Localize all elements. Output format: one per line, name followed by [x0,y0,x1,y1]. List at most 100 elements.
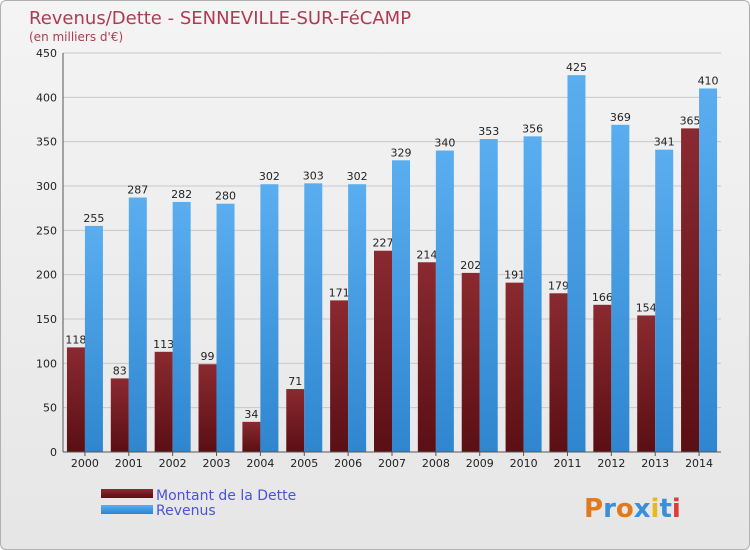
y-tick-label: 50 [43,402,57,415]
logo-letter: x [634,494,651,524]
y-tick-label: 250 [36,224,57,237]
legend-swatch-dette [101,489,153,498]
y-tick-label: 450 [36,47,57,60]
data-label-dette: 113 [153,338,174,351]
bar-dette [330,300,349,452]
bar-dette [286,389,305,452]
logo-letter: o [616,494,634,524]
bar-revenus [84,225,103,452]
bar-revenus [392,160,410,452]
y-tick-label: 0 [50,446,57,459]
bar-revenus [260,184,279,452]
bar-dette [593,304,612,452]
x-tick-label: 2014 [685,457,713,470]
bar-revenus [304,183,323,452]
bar-dette [461,272,480,452]
x-tick-label: 2012 [597,457,625,470]
bar-dette [110,378,129,452]
bar-revenus [699,88,718,452]
data-label-dette: 154 [636,301,657,314]
bar-revenus [216,203,235,452]
bar-dette [637,315,656,452]
bar-revenus [479,139,498,453]
axes: 0 50 100 150 200 250 300 350 400 450 2000 2001 2002 2… [36,47,721,470]
data-label-revenus: 356 [522,122,543,135]
data-label-dette: 191 [504,269,525,282]
legend-label-dette: Montant de la Dette [156,488,296,504]
bar-dette [198,364,217,452]
data-label-dette: 179 [548,279,569,292]
x-tick-label: 2009 [466,457,494,470]
y-tick-label: 300 [36,180,57,193]
bar-dette [505,282,524,452]
bar-revenus [523,136,542,452]
data-label-revenus: 341 [654,136,675,149]
bar-dette [549,293,568,452]
data-label-dette: 202 [460,259,481,272]
data-label-revenus: 410 [698,74,719,87]
y-tick-label: 150 [36,313,57,326]
y-tick-label: 400 [36,91,57,104]
data-label-dette: 171 [329,286,350,299]
bar-dette [66,347,85,452]
bar-revenus [655,149,674,452]
bar-dette [154,351,173,452]
data-label-dette: 83 [113,364,127,377]
data-label-revenus: 353 [478,125,499,138]
data-label-revenus: 329 [391,146,412,159]
x-tick-label: 2004 [246,457,274,470]
x-tick-label: 2007 [378,457,406,470]
data-label-revenus: 282 [171,188,192,201]
x-tick-label: 2013 [641,457,669,470]
bars: 118 255 83 287 113 282 99 280 34 302 71 303 171 302 22… [65,61,719,453]
x-tick-label: 2008 [422,457,450,470]
x-tick-label: 2000 [71,457,99,470]
data-label-revenus: 280 [215,190,236,203]
legend-swatch-revenus [101,505,153,514]
y-tick-label: 200 [36,269,57,282]
data-label-dette: 118 [65,333,86,346]
proxiti-logo: Proxiti [584,494,681,524]
bar-revenus [611,124,630,452]
bar-dette [242,421,261,452]
logo-letter: P [584,494,603,524]
data-label-dette: 166 [592,291,613,304]
data-label-revenus: 302 [347,170,368,183]
y-tick-label: 350 [36,136,57,149]
chart-subtitle: (en milliers d'€) [29,30,123,44]
data-label-dette: 214 [416,248,437,261]
data-label-revenus: 302 [259,170,280,183]
data-label-revenus: 303 [303,169,324,182]
bar-revenus [172,201,191,452]
data-label-dette: 99 [201,350,215,363]
legend-label-revenus: Revenus [156,503,216,519]
bar-revenus [128,197,147,452]
x-tick-label: 2010 [510,457,538,470]
x-tick-label: 2005 [290,457,318,470]
logo-letter: r [603,494,616,524]
data-label-dette: 227 [373,237,394,250]
x-tick-label: 2006 [334,457,362,470]
data-label-dette: 34 [244,408,258,421]
bar-dette [681,128,700,452]
data-label-revenus: 369 [610,111,631,124]
data-label-dette: 365 [680,114,701,127]
logo-letter: i [672,494,681,524]
x-tick-label: 2011 [553,457,581,470]
bar-revenus [567,75,586,453]
data-label-revenus: 340 [434,137,455,150]
y-tick-label: 100 [36,357,57,370]
bar-dette [374,250,392,452]
data-label-revenus: 287 [127,184,148,197]
data-label-revenus: 425 [566,61,587,74]
bar-dette [417,262,436,452]
data-label-revenus: 255 [83,212,104,225]
x-tick-label: 2002 [159,457,187,470]
bar-revenus [435,150,454,453]
x-tick-label: 2001 [115,457,143,470]
bar-revenus [348,184,367,452]
x-tick-label: 2003 [203,457,231,470]
legend: Montant de la Dette Revenus [101,488,296,519]
